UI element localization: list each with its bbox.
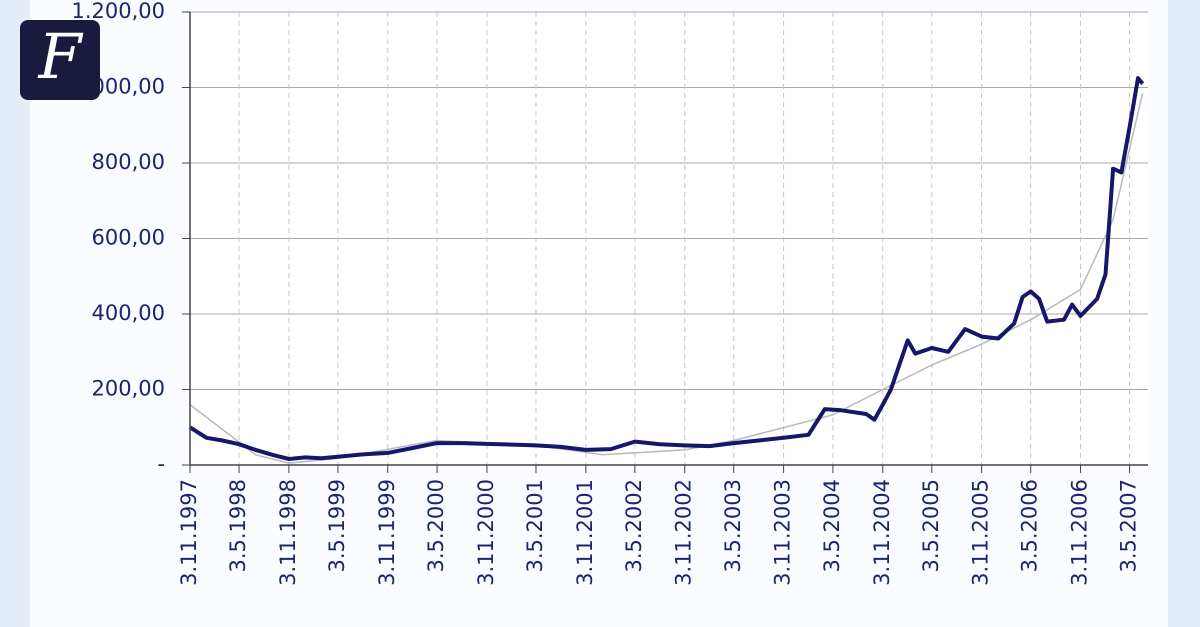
y-tick-label: 400,00 [92, 301, 165, 325]
x-tick-label: 3.5.2005 [919, 479, 943, 573]
x-tick-label: 3.5.2006 [1018, 479, 1042, 573]
y-tick-label: 200,00 [92, 377, 165, 401]
x-tick-label: 3.11.1997 [177, 479, 201, 586]
x-tick-label: 3.11.2001 [573, 479, 597, 586]
x-tick-label: 3.5.2001 [523, 479, 547, 573]
x-tick-label: 3.11.2006 [1068, 479, 1092, 586]
y-tick-label: 1.200,00 [71, 0, 165, 23]
x-tick-label: 3.11.2003 [771, 479, 795, 586]
x-tick-label: 3.5.2004 [820, 479, 844, 573]
x-tick-label: 3.11.2002 [672, 479, 696, 586]
x-tick-label: 3.5.1998 [226, 479, 250, 573]
x-tick-label: 3.5.2003 [721, 479, 745, 573]
x-tick-label: 3.11.1998 [276, 479, 300, 586]
x-tick-label: 3.5.2000 [424, 479, 448, 573]
data-line [188, 76, 1145, 461]
x-tick-label: 3.11.2005 [969, 479, 993, 586]
x-tick-label: 3.5.2002 [622, 479, 646, 573]
x-tick-label: 3.11.2000 [474, 479, 498, 586]
logo-box [20, 20, 100, 100]
x-tick-label: 3.5.2007 [1117, 479, 1141, 573]
logo: F [37, 20, 83, 93]
x-tick-label: 3.11.1999 [375, 479, 399, 586]
x-tick-label: 3.5.1999 [325, 479, 349, 573]
y-tick-label: - [157, 452, 165, 476]
y-tick-label: 800,00 [92, 150, 165, 174]
y-tick-label: 600,00 [92, 226, 165, 250]
x-tick-label: 3.11.2004 [870, 479, 894, 586]
